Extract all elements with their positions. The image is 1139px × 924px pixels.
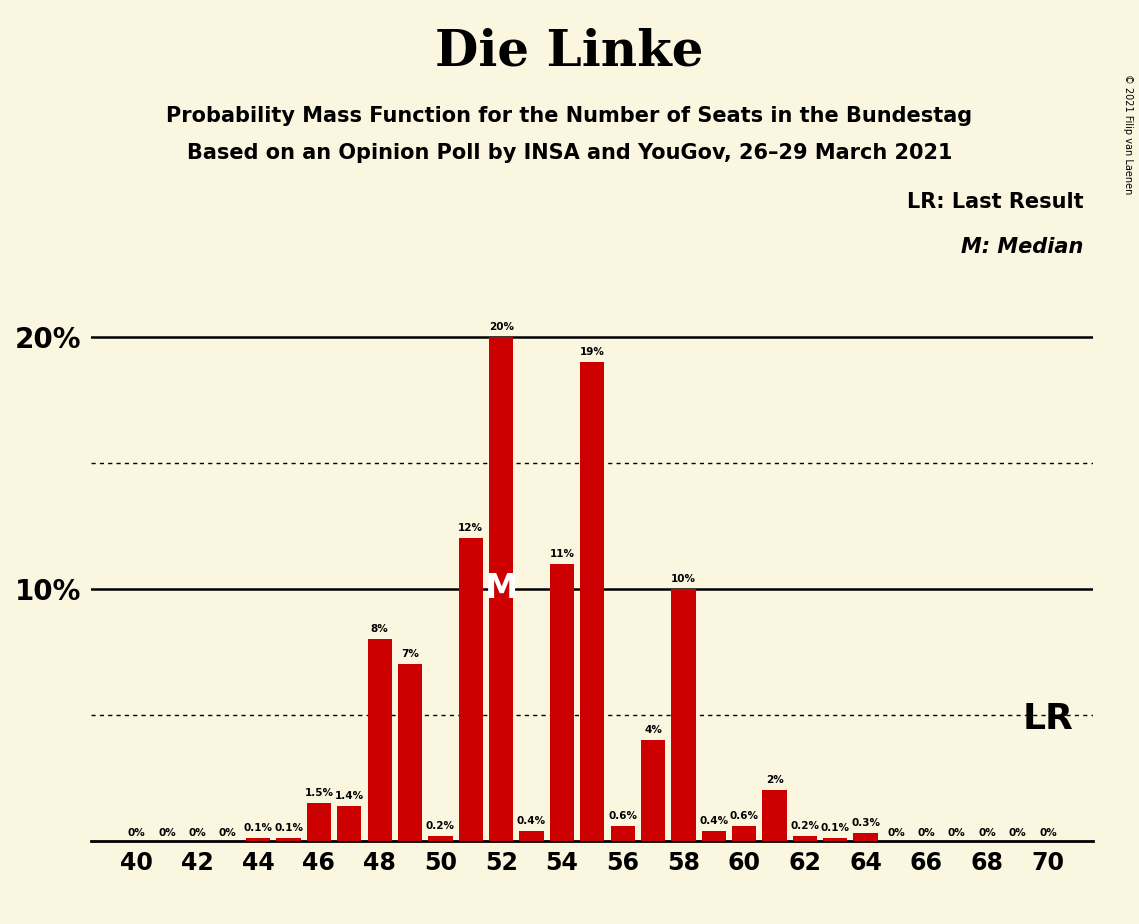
Text: M: Median: M: Median xyxy=(961,237,1083,257)
Text: 4%: 4% xyxy=(644,725,662,735)
Bar xyxy=(641,740,665,841)
Text: 0%: 0% xyxy=(1039,828,1057,838)
Text: 0.3%: 0.3% xyxy=(851,819,880,828)
Text: 0%: 0% xyxy=(189,828,206,838)
Text: 19%: 19% xyxy=(580,347,605,357)
Text: 0%: 0% xyxy=(158,828,175,838)
Bar xyxy=(762,790,787,841)
Text: 12%: 12% xyxy=(458,523,483,533)
Bar xyxy=(823,838,847,841)
Text: 0%: 0% xyxy=(1009,828,1026,838)
Bar xyxy=(306,803,331,841)
Text: Probability Mass Function for the Number of Seats in the Bundestag: Probability Mass Function for the Number… xyxy=(166,106,973,127)
Text: 0%: 0% xyxy=(978,828,995,838)
Bar xyxy=(246,838,270,841)
Text: 2%: 2% xyxy=(765,775,784,785)
Text: 0.4%: 0.4% xyxy=(699,816,728,826)
Text: 0.2%: 0.2% xyxy=(790,821,819,831)
Text: 0.6%: 0.6% xyxy=(730,810,759,821)
Text: 0.1%: 0.1% xyxy=(821,823,850,833)
Text: Die Linke: Die Linke xyxy=(435,28,704,77)
Text: 7%: 7% xyxy=(401,650,419,660)
Text: 20%: 20% xyxy=(489,322,514,332)
Text: 1.5%: 1.5% xyxy=(304,788,334,798)
Bar xyxy=(732,826,756,841)
Bar xyxy=(398,664,423,841)
Text: © 2021 Filip van Laenen: © 2021 Filip van Laenen xyxy=(1123,74,1133,194)
Bar xyxy=(519,831,543,841)
Bar xyxy=(368,639,392,841)
Bar xyxy=(793,836,817,841)
Text: 0%: 0% xyxy=(918,828,935,838)
Text: 8%: 8% xyxy=(371,625,388,634)
Text: 0%: 0% xyxy=(128,828,146,838)
Text: 0%: 0% xyxy=(219,828,237,838)
Text: 1.4%: 1.4% xyxy=(335,791,363,800)
Bar xyxy=(489,337,514,841)
Bar xyxy=(428,836,452,841)
Text: LR: LR xyxy=(1023,702,1073,736)
Text: LR: Last Result: LR: Last Result xyxy=(907,192,1083,213)
Bar xyxy=(459,539,483,841)
Text: 0.6%: 0.6% xyxy=(608,810,637,821)
Text: 0%: 0% xyxy=(948,828,966,838)
Bar xyxy=(611,826,634,841)
Bar xyxy=(853,833,878,841)
Text: 11%: 11% xyxy=(549,549,574,559)
Bar xyxy=(550,564,574,841)
Text: 0.2%: 0.2% xyxy=(426,821,454,831)
Text: 0.4%: 0.4% xyxy=(517,816,546,826)
Bar xyxy=(337,806,361,841)
Bar xyxy=(580,362,605,841)
Text: M: M xyxy=(484,572,518,605)
Bar xyxy=(702,831,726,841)
Bar xyxy=(671,589,696,841)
Text: 10%: 10% xyxy=(671,574,696,584)
Text: Based on an Opinion Poll by INSA and YouGov, 26–29 March 2021: Based on an Opinion Poll by INSA and You… xyxy=(187,143,952,164)
Text: 0.1%: 0.1% xyxy=(274,823,303,833)
Text: 0.1%: 0.1% xyxy=(244,823,272,833)
Text: 0%: 0% xyxy=(887,828,904,838)
Bar xyxy=(277,838,301,841)
